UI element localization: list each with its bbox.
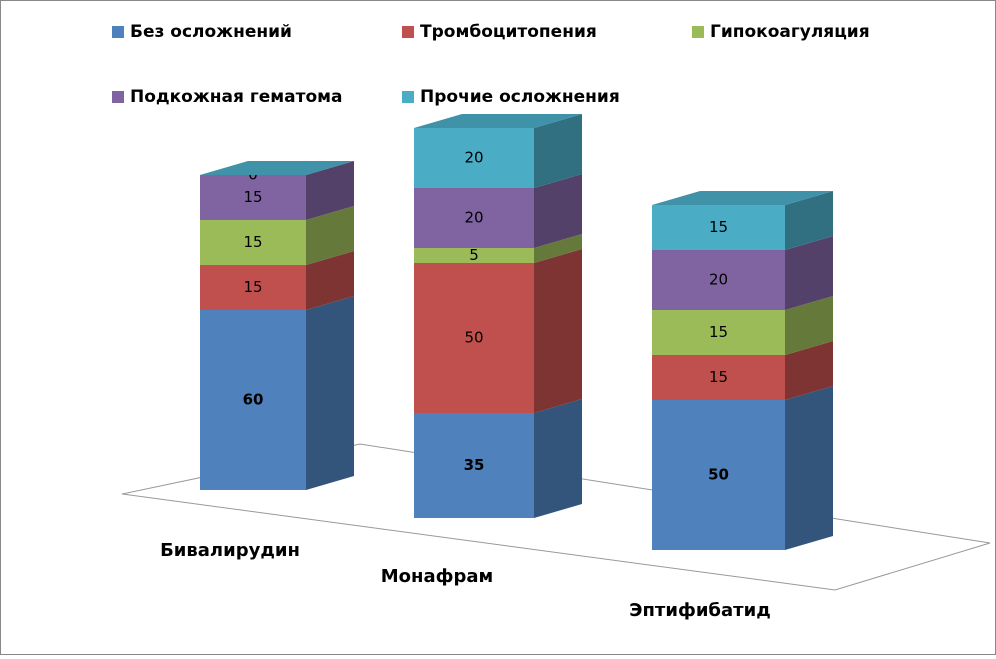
bar xyxy=(652,400,785,550)
bar-side xyxy=(785,341,833,400)
value-label: 15 xyxy=(243,233,262,251)
value-label: 20 xyxy=(709,271,728,289)
bar-side xyxy=(306,206,354,265)
bar-side xyxy=(306,161,354,220)
bar-side xyxy=(534,249,582,413)
legend-swatch xyxy=(402,91,414,103)
x-tick-label: Бивалирудин xyxy=(160,540,300,561)
value-label: 15 xyxy=(709,218,728,236)
legend-label: Без осложнений xyxy=(130,22,292,42)
x-tick-label: Монафрам xyxy=(381,566,493,587)
bar-side xyxy=(534,234,582,263)
bar-side xyxy=(534,174,582,248)
bar-top xyxy=(652,191,833,205)
value-label: 35 xyxy=(464,456,485,474)
legend-swatch xyxy=(692,26,704,38)
bar xyxy=(200,265,306,310)
value-label: 50 xyxy=(464,329,483,347)
value-label: 5 xyxy=(469,246,479,264)
value-label: 15 xyxy=(709,323,728,341)
bar-side xyxy=(306,251,354,310)
value-label: 20 xyxy=(464,149,483,167)
bar-top xyxy=(200,161,354,175)
legend-label: Прочие осложнения xyxy=(420,87,620,107)
bar xyxy=(200,175,306,220)
bar xyxy=(200,310,306,490)
bar-side xyxy=(785,191,833,250)
bar xyxy=(652,250,785,310)
bar xyxy=(652,205,785,250)
legend-swatch xyxy=(112,91,124,103)
value-label: 50 xyxy=(708,466,729,484)
bar xyxy=(414,128,534,188)
bar-side xyxy=(534,399,582,518)
bar xyxy=(414,188,534,248)
bar xyxy=(414,413,534,518)
bar-side xyxy=(785,236,833,310)
value-label: 15 xyxy=(709,368,728,386)
bar xyxy=(414,263,534,413)
value-label: 60 xyxy=(243,391,264,409)
bar-side xyxy=(785,386,833,550)
value-label: 15 xyxy=(243,278,262,296)
value-label: 20 xyxy=(464,209,483,227)
x-tick-label: Эптифибатид xyxy=(629,600,770,621)
bar-side xyxy=(306,296,354,490)
legend-label: Подкожная гематома xyxy=(130,87,343,107)
bar xyxy=(200,220,306,265)
legend-swatch xyxy=(402,26,414,38)
legend-label: Тромбоцитопения xyxy=(420,22,597,42)
bar xyxy=(652,310,785,355)
bar xyxy=(414,248,534,263)
bar-top xyxy=(414,114,582,128)
bar-side xyxy=(534,114,582,188)
bar xyxy=(652,355,785,400)
legend-swatch xyxy=(112,26,124,38)
bar-side xyxy=(785,296,833,355)
legend-label: Гипокоагуляция xyxy=(710,22,870,42)
value-label: 15 xyxy=(243,188,262,206)
